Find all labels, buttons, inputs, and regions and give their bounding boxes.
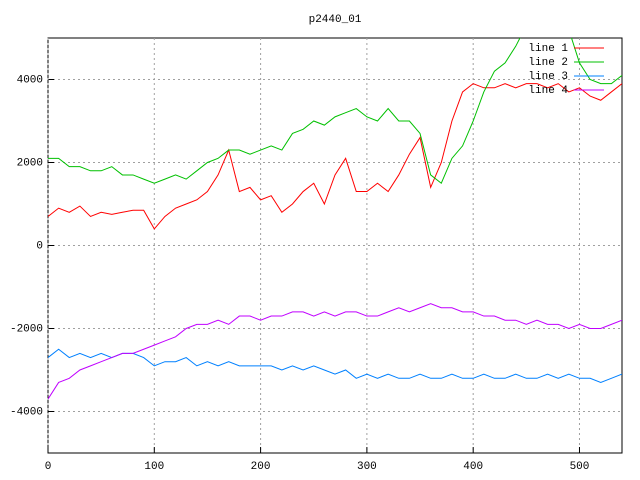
x-tick-label: 0 <box>45 461 52 473</box>
legend-label: line 3 <box>528 71 568 83</box>
y-tick-label: -2000 <box>10 323 43 335</box>
x-tick-label: 200 <box>251 461 271 473</box>
legend-label: line 2 <box>528 57 568 69</box>
y-tick-label: -4000 <box>10 406 43 418</box>
line-series <box>48 83 622 230</box>
plot-area <box>48 38 622 400</box>
chart-title: p2440_01 <box>309 14 362 26</box>
line-series <box>48 38 622 185</box>
y-tick-label: 4000 <box>17 74 43 86</box>
x-tick-label: 400 <box>463 461 483 473</box>
y-tick-label: 0 <box>36 240 43 252</box>
line-series <box>48 303 622 400</box>
legend-label: line 1 <box>528 43 568 55</box>
x-tick-label: 500 <box>570 461 590 473</box>
line-series <box>48 348 622 383</box>
y-tick-label: 2000 <box>17 157 43 169</box>
x-tick-label: 100 <box>144 461 164 473</box>
x-tick-label: 300 <box>357 461 377 473</box>
legend-label: line 4 <box>528 85 568 97</box>
